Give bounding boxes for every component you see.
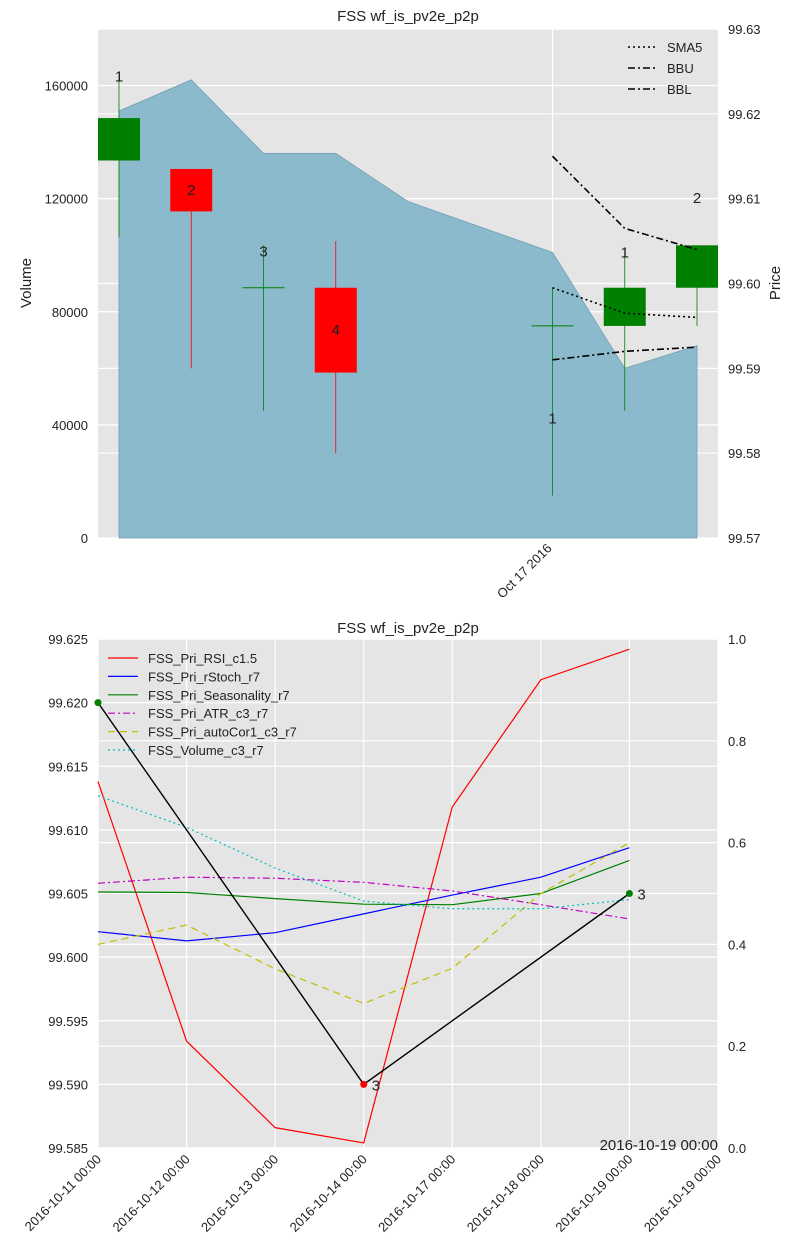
chart2-x-tick-label: 2016-10-13 00:00 — [198, 1152, 281, 1235]
chart1-left-tick-label: 160000 — [45, 79, 88, 94]
chart2-series-line — [97, 648, 630, 1144]
chart1-x-tick-label: Oct 17 2016 — [494, 541, 555, 602]
candle-label: 1 — [115, 69, 123, 86]
chart1-series-bbl — [552, 346, 698, 361]
chart1-left-tick-label: 0 — [81, 531, 88, 546]
chart1-left-tick-label: 40000 — [52, 418, 88, 433]
chart1-right-tick-label: 99.62 — [728, 107, 761, 122]
candlestick-volume-chart: FSS wf_is_pv2e_p2p 1 2 3 4 1 1 2 0 40000 80000 12… — [18, 8, 784, 601]
chart2-left-tick-label: 99.620 — [48, 696, 88, 711]
chart2-legend-label: FSS_Volume_c3_r7 — [148, 743, 264, 758]
chart2-legend-label: FSS_Pri_autoCor1_c3_r7 — [148, 725, 297, 740]
chart1-left-ticks: 0 40000 80000 120000 160000 — [45, 79, 88, 546]
chart2-markers: 33 — [94, 699, 646, 1094]
chart2-right-tick-label: 0.2 — [728, 1039, 746, 1054]
chart1-right-tick-label: 99.58 — [728, 446, 761, 461]
chart2-marker-point — [94, 699, 102, 707]
chart1-right-tick-label: 99.61 — [728, 192, 761, 207]
chart2-x-tick-label: 2016-10-14 00:00 — [287, 1152, 370, 1235]
chart1-series-sma5 — [552, 286, 698, 319]
chart1-x-ticks: Oct 17 2016 — [494, 541, 555, 602]
chart2-legend-label: FSS_Pri_RSI_c1.5 — [148, 651, 257, 666]
candle-body — [98, 118, 140, 161]
chart1-ylabel-left: Volume — [18, 258, 35, 308]
chart1-candles: 1 2 3 4 1 1 2 — [98, 69, 718, 496]
chart1-right-ticks: 99.57 99.58 99.59 99.60 99.61 99.62 99.63 — [728, 22, 761, 546]
chart1-legend: SMA5 BBU BBL — [628, 40, 702, 97]
candle-label: 4 — [332, 322, 340, 339]
chart2-right-tick-label: 0.4 — [728, 937, 746, 952]
chart2-left-tick-label: 99.600 — [48, 950, 88, 965]
candle-label: 2 — [187, 182, 195, 199]
chart2-title: FSS wf_is_pv2e_p2p — [337, 620, 479, 637]
chart2-x-tick-label: 2016-10-17 00:00 — [375, 1152, 458, 1235]
chart2-marker-point — [625, 890, 633, 897]
chart2-right-tick-label: 1.0 — [728, 632, 746, 647]
chart2-x-tick-label: 2016-10-11 00:00 — [22, 1152, 105, 1235]
chart2-left-tick-label: 99.605 — [48, 887, 88, 902]
chart2-x-tick-label: 2016-10-12 00:00 — [109, 1152, 192, 1235]
chart2-left-ticks: 99.585 99.590 99.595 99.600 99.605 99.610 99.6… — [48, 632, 88, 1156]
chart2-left-tick-label: 99.625 — [48, 632, 88, 647]
chart2-legend-label: FSS_Pri_rStoch_r7 — [148, 669, 260, 684]
candle-label: 2 — [693, 190, 701, 207]
chart2-left-tick-label: 99.610 — [48, 823, 88, 838]
indicator-line-chart: FSS wf_is_pv2e_p2p 33 99.58599.59099.595… — [22, 620, 746, 1235]
chart1-ylabel-right: Price — [767, 266, 784, 300]
chart2-right-tick-label: 0.6 — [728, 836, 746, 851]
chart1-left-tick-label: 120000 — [45, 192, 88, 207]
chart2-legend: FSS_Pri_RSI_c1.5 FSS_Pri_rStoch_r7 FSS_Pri… — [108, 651, 297, 758]
chart2-series-line — [97, 795, 630, 910]
chart2-left-tick-label: 99.595 — [48, 1014, 88, 1029]
chart2-right-ticks: 0.0 0.2 0.4 0.6 0.8 1.0 — [728, 632, 746, 1156]
chart2-x-tick-label: 2016-10-19 00:00 — [641, 1152, 724, 1235]
chart1-right-tick-label: 99.57 — [728, 531, 761, 546]
chart2-marker-point — [360, 1080, 368, 1088]
chart2-marker-label: 3 — [637, 887, 645, 904]
chart2-x-tick-label: 2016-10-18 00:00 — [464, 1152, 547, 1235]
candle-label: 3 — [259, 243, 267, 260]
chart2-x-tick-label: 2016-10-19 00:00 — [552, 1152, 635, 1235]
chart2-series — [97, 648, 630, 1144]
candle-body — [676, 245, 718, 288]
chart1-legend-label: SMA5 — [667, 40, 702, 55]
chart1-right-tick-label: 99.63 — [728, 22, 761, 37]
chart2-left-tick-label: 99.585 — [48, 1141, 88, 1156]
chart2-left-tick-label: 99.615 — [48, 759, 88, 774]
chart1-indicator-lines — [551, 155, 698, 361]
candle-body — [314, 287, 357, 373]
candle-body — [603, 287, 646, 326]
chart2-series-line — [97, 876, 630, 920]
chart2-series-line — [97, 842, 630, 1005]
chart1-series-bbu — [551, 155, 698, 251]
candle-body — [170, 168, 213, 212]
chart2-right-tick-label: 0.0 — [728, 1141, 746, 1156]
chart1-right-tick-label: 99.59 — [728, 361, 761, 376]
chart2-legend-label: FSS_Pri_Seasonality_r7 — [148, 688, 290, 703]
chart2-grid — [97, 638, 719, 1149]
candle-label: 1 — [621, 245, 629, 262]
chart2-legend-label: FSS_Pri_ATR_c3_r7 — [148, 706, 268, 721]
chart1-legend-label: BBL — [667, 82, 692, 97]
chart1-legend-label: BBU — [667, 61, 694, 76]
candle-label: 1 — [548, 410, 556, 427]
chart2-corner-annotation: 2016-10-19 00:00 — [600, 1137, 718, 1154]
chart1-right-tick-label: 99.60 — [728, 277, 761, 292]
chart1-title: FSS wf_is_pv2e_p2p — [337, 8, 479, 25]
chart1-left-tick-label: 80000 — [52, 305, 88, 320]
chart2-x-ticks: 2016-10-11 00:00 2016-10-12 00:00 2016-10-… — [22, 1152, 725, 1235]
chart2-series-line — [97, 847, 630, 942]
chart2-left-tick-label: 99.590 — [48, 1077, 88, 1092]
chart2-right-tick-label: 0.8 — [728, 734, 746, 749]
chart2-marker-label: 3 — [372, 1077, 380, 1094]
